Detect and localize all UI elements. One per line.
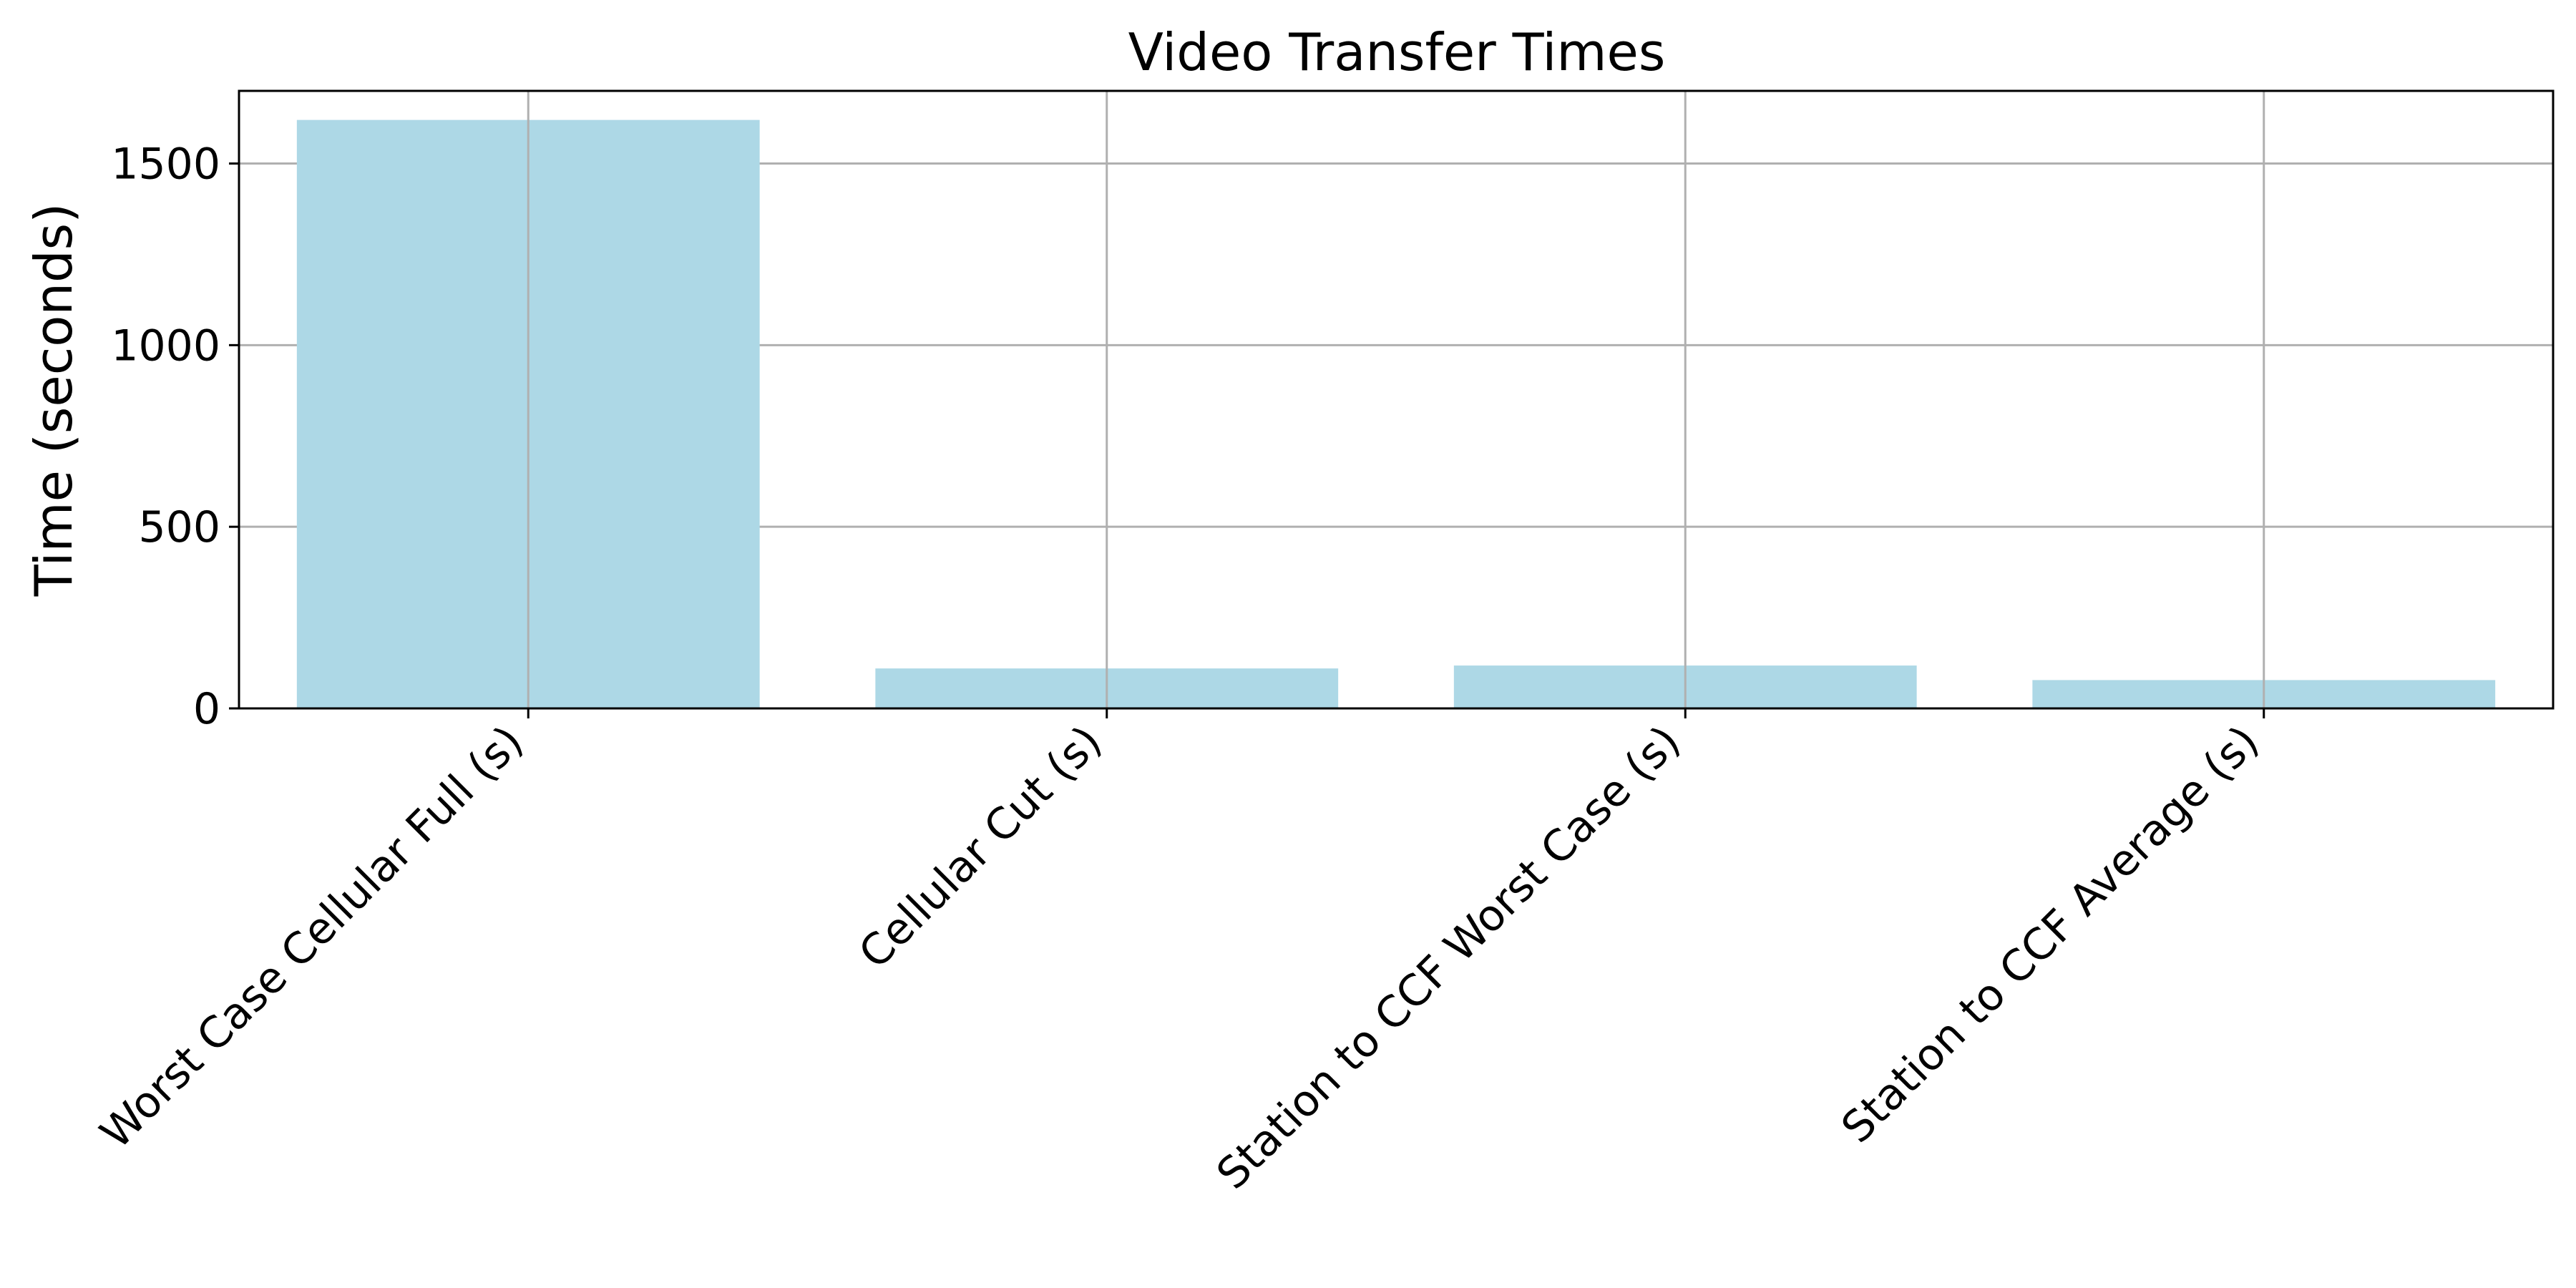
x-tick-label: Worst Case Cellular Full (s) <box>91 716 533 1158</box>
y-tick-label: 0 <box>193 684 220 734</box>
y-axis-label: Time (seconds) <box>24 203 84 597</box>
chart-title: Video Transfer Times <box>1128 22 1666 82</box>
x-tick-label: Station to CCF Worst Case (s) <box>1207 716 1690 1199</box>
y-tick-label: 500 <box>138 502 220 552</box>
x-grid-lines <box>527 91 2265 708</box>
y-tick-label: 1000 <box>111 321 220 371</box>
x-axis: Worst Case Cellular Full (s) Cellular Cut… <box>91 708 2268 1199</box>
y-axis: 0 500 1000 1500 <box>111 140 239 734</box>
bars <box>296 119 2496 709</box>
x-tick-label: Cellular Cut (s) <box>849 716 1111 978</box>
x-tick-label: Station to CCF Average (s) <box>1832 716 2268 1153</box>
plot-frame <box>238 89 2555 710</box>
y-tick-label: 1500 <box>111 140 220 190</box>
